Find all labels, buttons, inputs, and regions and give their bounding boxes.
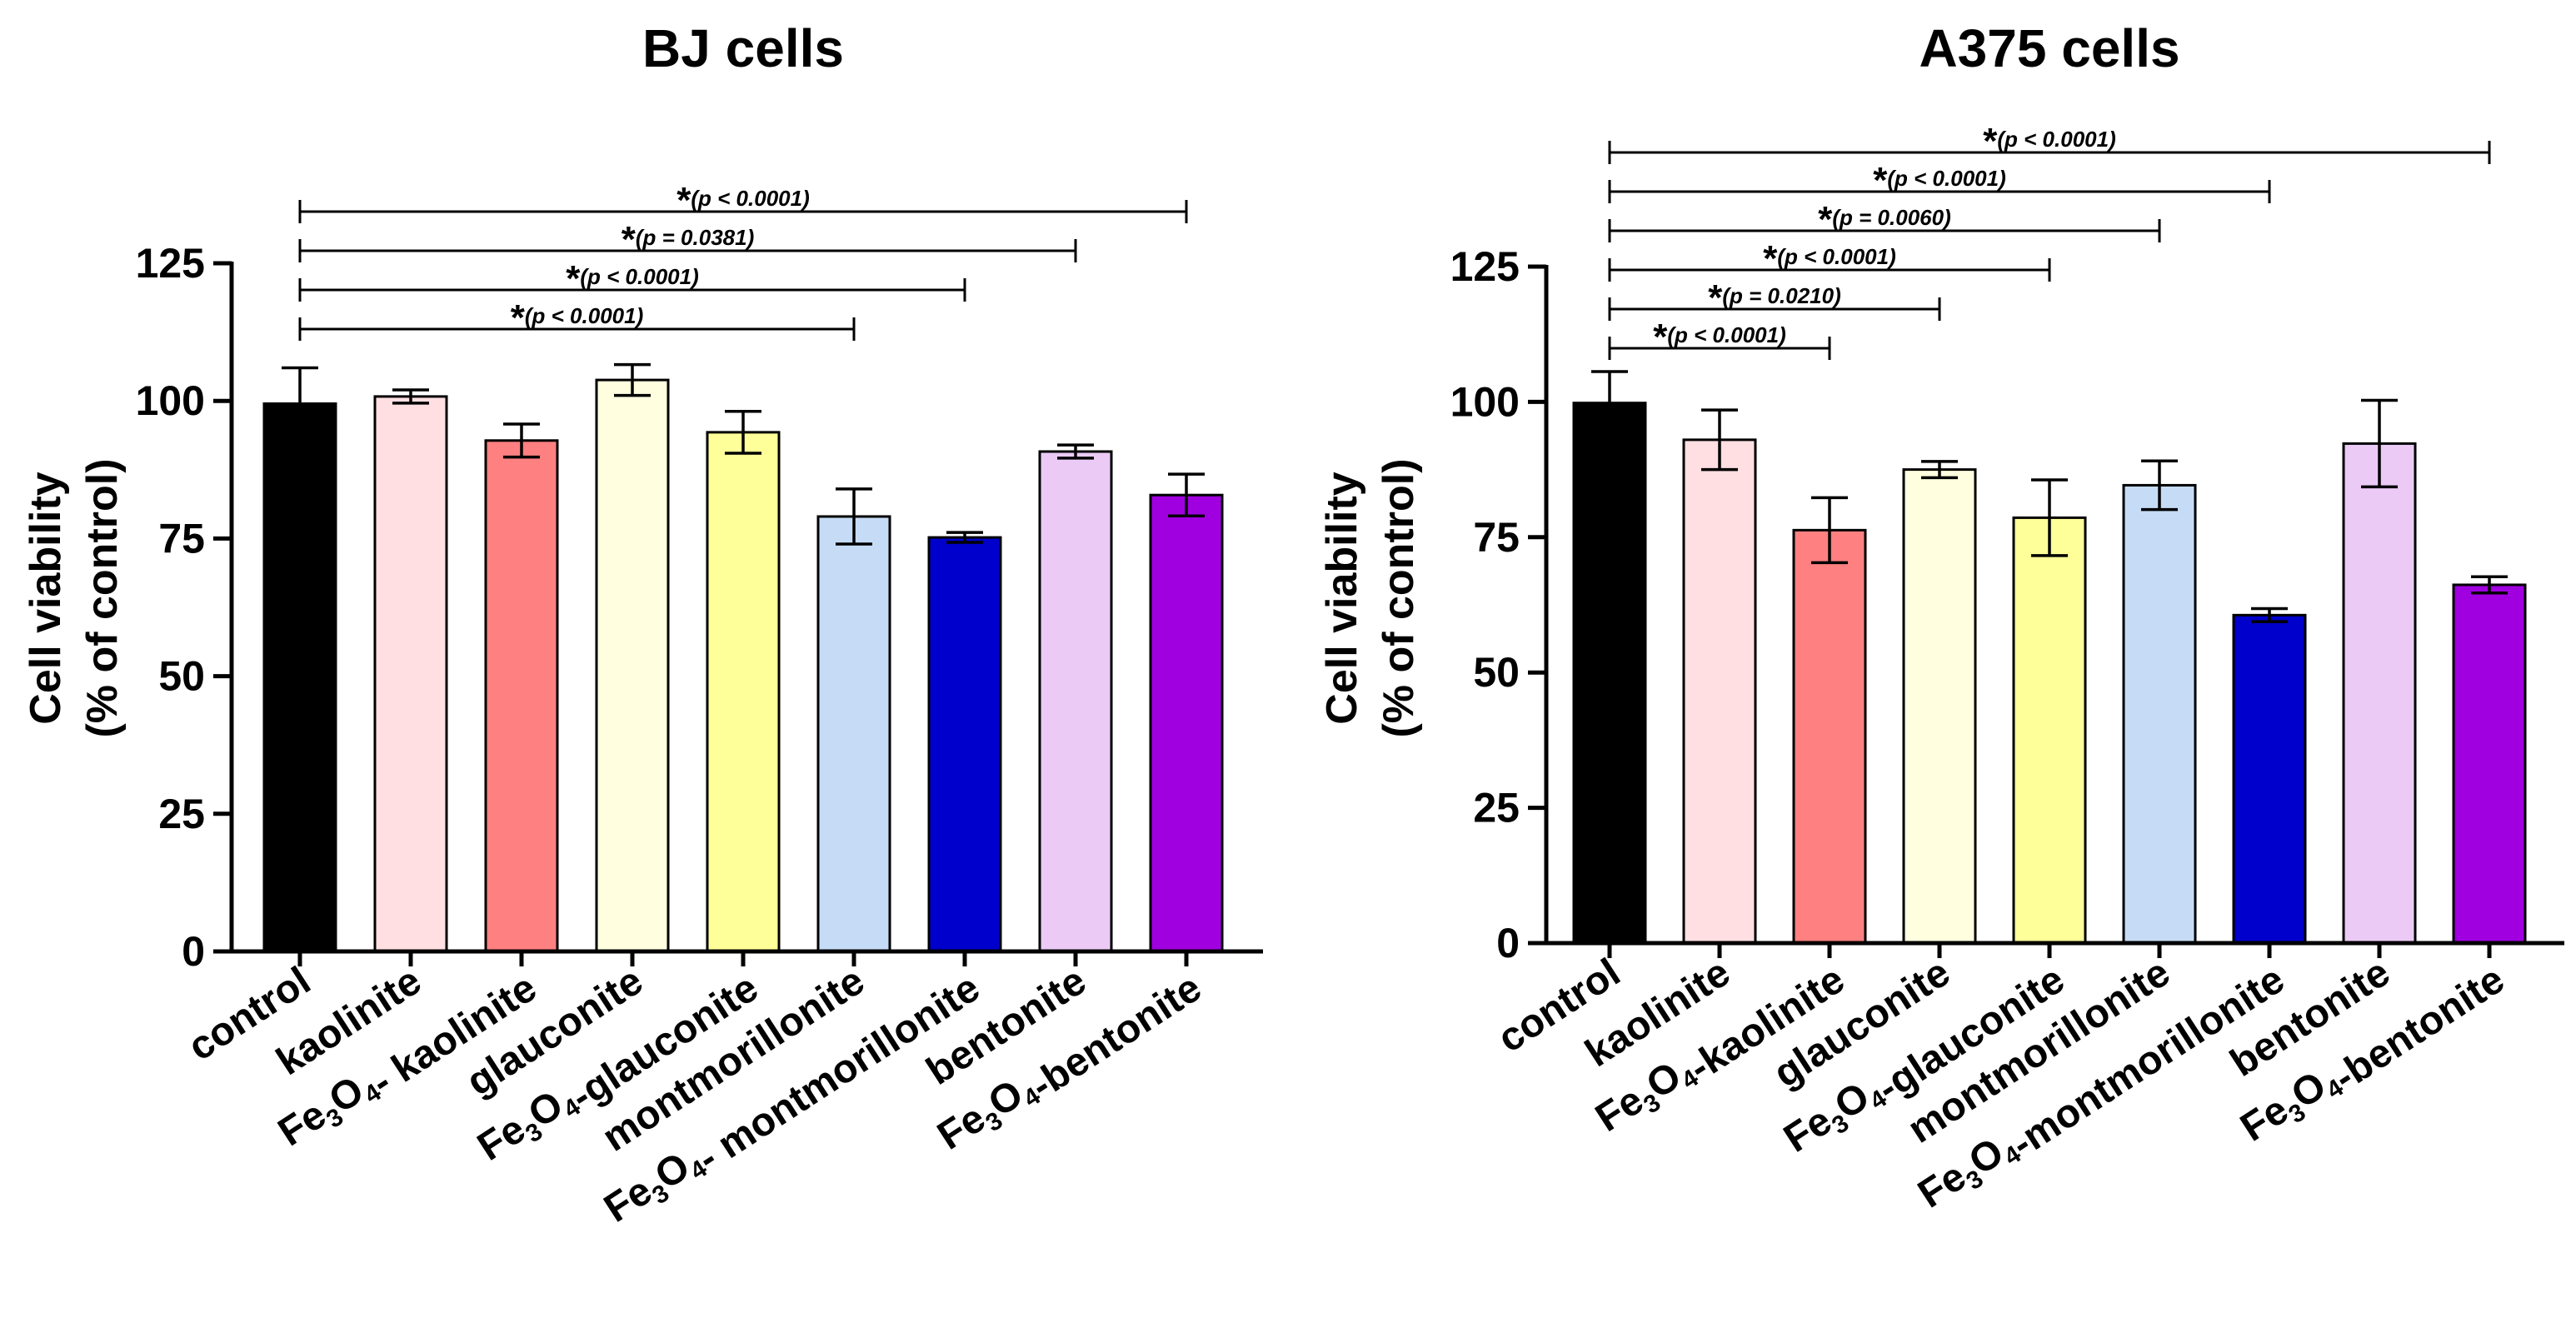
y-axis-label-line1: Cell viability [1318, 472, 1366, 725]
y-axis-ticks: 0 25 50 75 100 125 [1450, 243, 1546, 966]
bar [595, 378, 670, 953]
p-value-annotation: *(p < 0.0001) [676, 180, 809, 221]
bar [2012, 516, 2087, 945]
bars [1572, 370, 2527, 958]
p-value-annotation: *(p < 0.0001) [1983, 121, 2115, 162]
y-axis-label-line1: Cell viability [22, 472, 70, 725]
y-tick-label: 75 [1473, 514, 1520, 561]
chart-title: BJ cells [642, 18, 844, 78]
bar [1682, 438, 1757, 945]
bar [816, 515, 891, 953]
bar [1572, 402, 1647, 945]
y-tick-label: 25 [1473, 785, 1520, 831]
significance-annotations: *(p < 0.0001)*(p = 0.0210)*(p < 0.0001)*… [1608, 121, 2491, 360]
y-axis-ticks: 0 25 50 75 100 125 [136, 240, 232, 975]
bar [1038, 450, 1113, 953]
bj-cells-chart: BJ cells Cell viability (% of control) 0… [22, 18, 1263, 1231]
chart-title: A375 cells [1919, 18, 2179, 78]
p-value-annotation: *(p < 0.0001) [1763, 238, 1895, 279]
y-axis-label-line2: (% of control) [78, 458, 127, 737]
y-tick-label: 50 [158, 653, 205, 700]
bar [1792, 528, 1867, 945]
p-value-annotation: *(p < 0.0001) [566, 258, 698, 299]
x-axis-category-labels: controlkaoliniteFe3O4-kaoliniteglauconit… [1490, 951, 2513, 1217]
bars [262, 362, 1224, 966]
y-tick-label: 100 [136, 377, 205, 424]
p-value-annotation: *(p < 0.0001) [1873, 160, 2005, 201]
bar [262, 402, 337, 953]
y-tick-label: 0 [182, 928, 205, 975]
p-value-annotation: *(p < 0.0001) [511, 297, 643, 338]
y-tick-label: 50 [1473, 649, 1520, 696]
y-tick-label: 0 [1496, 920, 1520, 966]
bar [373, 395, 448, 953]
p-value-annotation: *(p = 0.0210) [1708, 277, 1840, 318]
a375-cells-chart: A375 cells Cell viability (% of control)… [1318, 18, 2564, 1217]
p-value-annotation: *(p = 0.0381) [622, 219, 754, 260]
axes [1544, 265, 2564, 946]
y-tick-label: 125 [136, 240, 205, 287]
y-tick-label: 100 [1450, 378, 1520, 425]
y-tick-label: 125 [1450, 243, 1520, 290]
bar [2232, 613, 2307, 945]
p-value-annotation: *(p < 0.0001) [1653, 317, 1785, 357]
bar [484, 439, 559, 953]
bar [1902, 468, 1977, 945]
bar [927, 536, 1002, 953]
axes [229, 262, 1263, 954]
bar [706, 431, 781, 953]
bar [2452, 583, 2527, 945]
y-axis-label-line2: (% of control) [1375, 458, 1423, 737]
bar [2342, 442, 2417, 945]
bar [2122, 483, 2197, 945]
p-value-annotation: *(p = 0.0060) [1818, 199, 1950, 240]
y-tick-label: 75 [158, 515, 205, 562]
y-tick-label: 25 [158, 791, 205, 837]
bar [1149, 493, 1224, 953]
significance-annotations: *(p < 0.0001)*(p < 0.0001)*(p = 0.0381)*… [298, 180, 1188, 341]
